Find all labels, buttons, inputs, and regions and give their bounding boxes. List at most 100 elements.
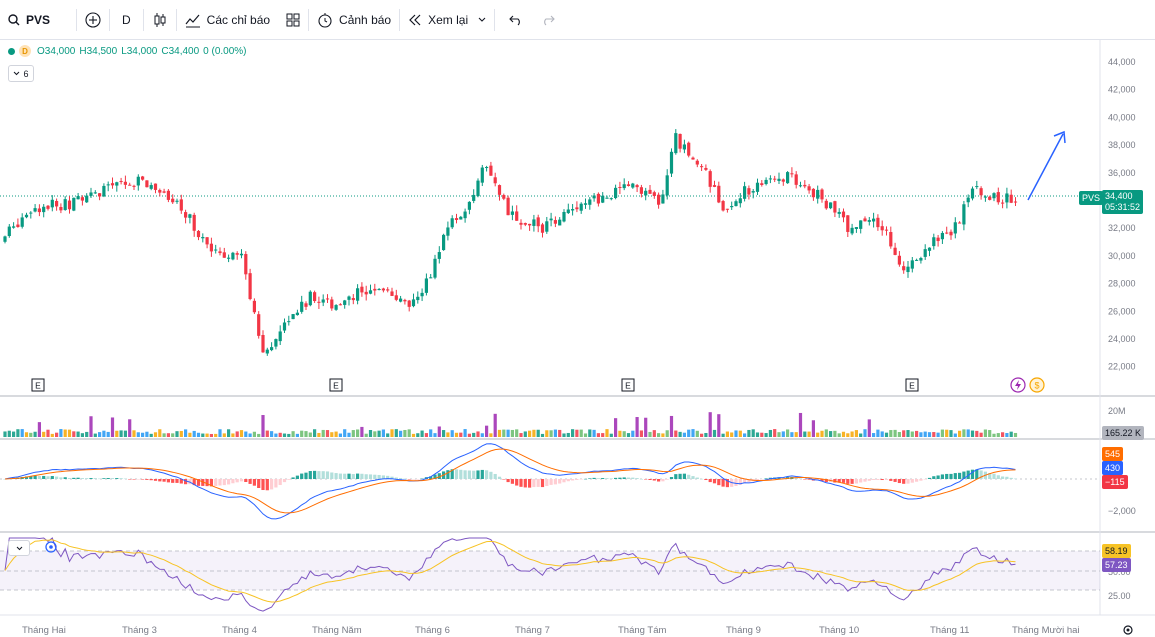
volume-bar — [923, 431, 927, 437]
macd-histogram-bar — [953, 473, 957, 479]
redo-button[interactable] — [533, 0, 563, 40]
candle-body — [196, 230, 201, 238]
volume-bar — [37, 422, 41, 437]
macd-histogram-bar — [566, 479, 570, 482]
dividend-icon[interactable] — [1029, 377, 1045, 393]
macd-histogram-bar — [949, 473, 953, 479]
compare-button[interactable] — [77, 0, 109, 40]
candle-body — [192, 214, 196, 231]
macd-histogram-bar — [123, 478, 127, 480]
volume-bar — [502, 429, 506, 437]
undo-button[interactable] — [495, 0, 533, 40]
candle-body — [622, 184, 626, 189]
candle-body — [360, 286, 364, 293]
candle-body — [927, 247, 932, 251]
chart-type-button[interactable] — [144, 0, 176, 40]
price-axis[interactable]: 44,00042,00040,00038,00036,00034,00032,0… — [1108, 57, 1136, 372]
macd-histogram-bar — [725, 479, 729, 488]
replay-button[interactable]: Xem lại — [400, 0, 494, 40]
earnings-marker[interactable] — [31, 378, 45, 392]
volume-bar — [506, 429, 510, 437]
volume-bar — [261, 415, 265, 437]
macd-histogram-bar — [76, 477, 80, 479]
volume-bar — [50, 433, 54, 437]
earnings-marker[interactable] — [905, 378, 919, 392]
indicators-collapse-button[interactable]: 6 — [8, 65, 34, 82]
candlestick-series — [3, 129, 1018, 356]
candle-body — [351, 298, 355, 301]
volume-bar — [854, 430, 858, 437]
layouts-button[interactable] — [278, 0, 308, 40]
candle-body — [274, 339, 278, 347]
settings-icon[interactable] — [1123, 625, 1133, 635]
macd-histogram-bar — [970, 469, 975, 479]
alert-button[interactable]: Cảnh báo — [309, 0, 399, 40]
macd-histogram-bar — [476, 470, 480, 479]
macd-histogram-bar — [287, 479, 291, 480]
price-tick-label: 42,000 — [1108, 85, 1136, 95]
macd-histogram-bar — [67, 478, 72, 479]
earnings-marker-label: E — [909, 381, 915, 391]
macd-histogram-bar — [996, 475, 1000, 479]
volume-bar — [631, 430, 635, 437]
divider — [142, 8, 144, 31]
symbol-search[interactable]: PVS — [0, 0, 76, 40]
macd-histogram-bar — [252, 479, 256, 486]
candle-body — [635, 185, 639, 188]
volume-bar — [85, 431, 89, 437]
candle-body — [798, 185, 803, 187]
candle-body — [639, 187, 643, 194]
candle-body — [631, 183, 635, 188]
macd-histogram-bar — [373, 474, 377, 479]
volume-bar — [93, 433, 97, 437]
candle-body — [338, 304, 342, 306]
time-tick-label: Tháng Mười hai — [1012, 625, 1080, 636]
volume-bar — [545, 430, 549, 437]
candle-body — [1001, 202, 1005, 204]
macd-histogram-bar — [859, 479, 863, 483]
macd-histogram-bar — [59, 477, 63, 479]
macd-histogram-bar — [764, 478, 768, 479]
volume-bar — [149, 433, 153, 437]
volume-bar — [63, 429, 67, 437]
candle-body — [420, 292, 424, 297]
candle-body — [209, 243, 213, 252]
market-status-dot[interactable] — [8, 47, 15, 55]
indicator-count: 6 — [23, 68, 29, 79]
macd-histogram-bar — [966, 470, 970, 479]
volume-bar — [274, 433, 278, 437]
macd-histogram-bar — [248, 479, 252, 484]
candle-body — [734, 201, 738, 207]
volume-bar — [717, 414, 721, 437]
volume-bar — [403, 429, 407, 437]
volume-bar — [334, 431, 338, 437]
volume-bar — [46, 429, 50, 437]
chevron-down-icon[interactable] — [478, 17, 486, 23]
volume-bar — [201, 433, 205, 437]
macd-histogram-bar — [803, 479, 807, 480]
macd-line-badge: 430 — [1102, 461, 1124, 475]
macd-histogram-bar — [394, 477, 398, 479]
earnings-marker[interactable] — [329, 378, 343, 392]
volume-bar — [3, 431, 7, 437]
volume-bar — [128, 419, 132, 437]
volume-bar — [407, 429, 411, 437]
volume-bar — [373, 431, 377, 437]
macd-histogram-bar — [743, 479, 747, 483]
refresh-icon[interactable] — [44, 540, 58, 554]
trend-arrow-drawing[interactable] — [1027, 130, 1066, 201]
indicators-button[interactable]: Các chỉ báo — [177, 0, 278, 40]
candle-body — [669, 151, 674, 174]
candle-body — [12, 226, 16, 228]
earnings-marker[interactable] — [621, 378, 635, 392]
volume-bar — [454, 432, 459, 437]
chart-canvas[interactable]: 44,00042,00040,00038,00036,00034,00032,0… — [0, 40, 1155, 637]
events-icons[interactable]: $ — [1010, 377, 1045, 393]
interval-button[interactable]: D — [110, 0, 143, 40]
volume-bar — [958, 430, 962, 437]
time-axis[interactable]: Tháng Hai Tháng 3 Tháng 4 Tháng Năm Tháng 6 T… — [22, 625, 1080, 636]
candle-body — [717, 185, 721, 203]
candle-body — [110, 183, 115, 186]
rsi-collapse-button[interactable] — [8, 540, 30, 556]
